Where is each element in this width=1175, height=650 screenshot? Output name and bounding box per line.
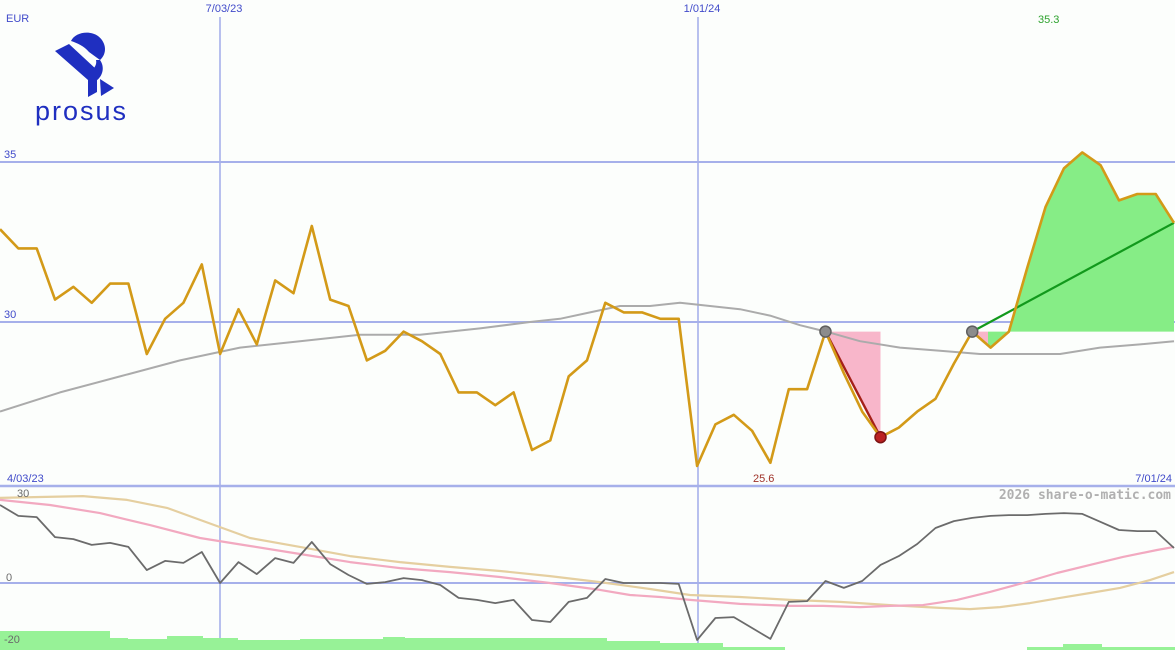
price-line	[0, 151, 1175, 468]
osc-tick-30: 30	[17, 488, 30, 500]
prosus-logo-mark	[55, 32, 114, 97]
currency-label: EUR	[6, 13, 30, 25]
watermark: 2026 share-o-matic.com	[998, 488, 1171, 503]
oscillator-lines	[0, 495, 1175, 641]
top-date-label-2: 1/01/24	[683, 3, 721, 15]
bottom-date-left: 4/03/23	[7, 473, 44, 485]
volume-bars	[0, 631, 1175, 650]
prosus-wordmark: prosus	[35, 96, 129, 126]
top-date-label-1: 7/03/23	[205, 3, 243, 15]
low-annotation-label: 25.6	[753, 473, 775, 485]
osc-tick-neg20: -20	[4, 634, 20, 646]
price-tick-35: 35	[4, 149, 17, 161]
osc-tick-0: 0	[6, 572, 13, 584]
signal-fill-areas	[825, 152, 1174, 438]
gridlines	[0, 17, 1175, 650]
bottom-date-right: 7/01/24	[1135, 473, 1172, 485]
price-tick-30: 30	[4, 309, 17, 321]
high-annotation-label: 35.3	[1038, 14, 1060, 26]
moving-average-line	[0, 301, 1175, 413]
signal-markers	[819, 325, 979, 444]
